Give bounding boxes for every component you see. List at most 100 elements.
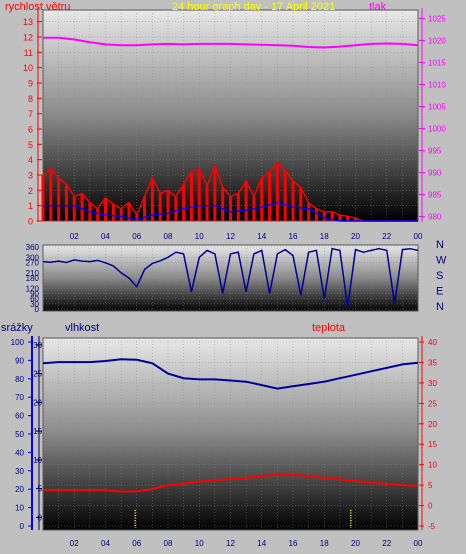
avg-series-line (43, 201, 418, 222)
rain-tick-label: 20 (15, 485, 24, 494)
x-tick-label: 14 (257, 232, 266, 241)
wind-tick-label: 5 (28, 140, 33, 150)
direction-tick-label: 120 (26, 284, 40, 293)
wind-axis-title: rychlost větru (5, 1, 70, 13)
pressure-tick-label: 995 (428, 147, 442, 156)
compass-label: N (436, 301, 444, 313)
rain-tick-label: 30 (15, 467, 24, 476)
temperature-tick-label: 10 (428, 461, 437, 470)
x-tick-label: 20 (351, 539, 360, 548)
humidity-tick-label: 20 (33, 398, 42, 407)
temperature-tick-label: 15 (428, 440, 437, 449)
direction-tick-label: 60 (30, 295, 39, 304)
rain-tick-label: 70 (15, 393, 24, 402)
wind-tick-label: 12 (23, 33, 33, 43)
x-tick-label: 02 (70, 539, 79, 548)
x-tick-label: 10 (195, 539, 204, 548)
pressure-tick-label: 1000 (428, 125, 446, 134)
x-tick-label: 18 (320, 539, 329, 548)
humidity-tick-label: 0 (38, 513, 43, 522)
rain-tick-label: 80 (15, 375, 24, 384)
temperature-tick-label: 20 (428, 420, 437, 429)
humidity-tick-label: 15 (33, 427, 42, 436)
direction-tick-label: 30 (30, 300, 39, 309)
humidity-tick-label: 30 (33, 341, 42, 350)
temperature-tick-label: 40 (428, 338, 437, 347)
humidity-temperature-panel: -505101520253035400102030405060708090100… (1, 322, 437, 548)
compass-label: E (436, 286, 443, 298)
rain-tick-label: 60 (15, 412, 24, 421)
pressure-tick-label: 1010 (428, 80, 446, 89)
pressure-tick-label: 1015 (428, 58, 446, 67)
x-tick-label: 22 (382, 539, 391, 548)
x-tick-label: 18 (320, 232, 329, 241)
wind-tick-label: 4 (28, 155, 33, 165)
wind-tick-label: 13 (23, 17, 33, 27)
x-tick-label: 08 (164, 232, 173, 241)
temperature-tick-label: 30 (428, 379, 437, 388)
rain-tick-label: 40 (15, 448, 24, 457)
direction-tick-label: 360 (26, 243, 40, 252)
x-tick-label: 20 (351, 232, 360, 241)
humidity-axis-title: vlhkost (65, 322, 99, 334)
x-tick-label: 22 (382, 232, 391, 241)
wind-pressure-panel: 0123456789101112139809859909951000100510… (0, 0, 466, 241)
wind-tick-label: 9 (28, 79, 33, 89)
wind-tick-label: 1 (28, 201, 33, 211)
temperature-tick-label: 5 (428, 481, 433, 490)
wind-tick-label: 0 (28, 217, 33, 227)
pressure-axis-title: tlak (369, 1, 387, 13)
direction-tick-label: 90 (30, 290, 39, 299)
pressure-tick-label: 985 (428, 191, 442, 200)
pressure-series-line (43, 36, 419, 49)
rain-tick-label: 0 (20, 522, 25, 531)
wind-tick-label: 2 (28, 186, 33, 196)
direction-grid (42, 245, 419, 311)
x-tick-label: 06 (132, 232, 141, 241)
wind-tick-label: 8 (28, 94, 33, 104)
compass-label: N (436, 239, 444, 251)
rain-tick-label: 50 (15, 430, 24, 439)
humidity-series-line (42, 358, 419, 390)
pressure-tick-label: 1020 (428, 36, 446, 45)
direction-tick-label: 0 (35, 305, 40, 314)
wind-tick-label: 3 (28, 171, 33, 181)
x-tick-label: 00 (414, 539, 423, 548)
rain-tick-label: 100 (11, 338, 25, 347)
x-tick-label: 12 (226, 539, 235, 548)
compass-label: W (436, 255, 447, 267)
wind-grid (42, 10, 419, 222)
pressure-tick-label: 1025 (428, 14, 446, 23)
compass-label: S (436, 270, 443, 282)
direction-tick-label: 180 (26, 274, 40, 283)
x-tick-label: 04 (101, 232, 110, 241)
x-tick-label: 08 (164, 539, 173, 548)
wind-direction-line (42, 247, 419, 308)
temperature-tick-label: -5 (428, 522, 436, 531)
x-tick-label: 10 (195, 232, 204, 241)
wind-tick-label: 7 (28, 109, 33, 119)
rain-tick-label: 90 (15, 356, 24, 365)
direction-tick-label: 210 (26, 269, 40, 278)
x-tick-label: 16 (289, 232, 298, 241)
direction-tick-label: 270 (26, 259, 40, 268)
pressure-tick-label: 1005 (428, 102, 446, 111)
temperature-tick-label: 0 (428, 502, 433, 511)
x-tick-label: 12 (226, 232, 235, 241)
x-tick-label: 14 (257, 539, 266, 548)
wind-tick-label: 10 (23, 63, 33, 73)
humidity-grid (42, 338, 419, 530)
temperature-axis-title: teplota (312, 322, 346, 334)
temperature-series-line (43, 473, 419, 493)
chart-title: 24 hour graph day - 17 April 2021 (172, 1, 335, 13)
x-tick-label: 04 (101, 539, 110, 548)
x-tick-label: 00 (414, 232, 423, 241)
humidity-tick-label: 5 (38, 485, 43, 494)
gust-series-line (42, 161, 418, 222)
x-tick-label: 02 (70, 232, 79, 241)
wind-tick-label: 6 (28, 125, 33, 135)
rain-axis-title: srážky (1, 322, 33, 334)
direction-tick-label: 300 (26, 253, 40, 262)
